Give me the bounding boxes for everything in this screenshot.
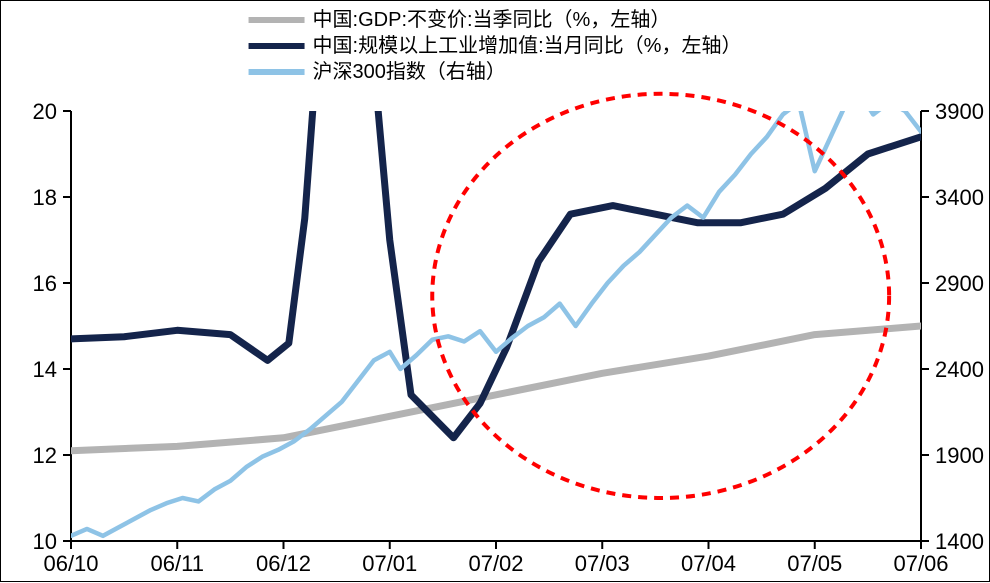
plot-svg: 10121416182014001900240029003400390006/1… [1, 1, 990, 583]
chart-container: 中国:GDP:不变价:当季同比（%，左轴） 中国:规模以上工业增加值:当月同比（… [0, 0, 990, 582]
svg-text:16: 16 [33, 271, 57, 296]
svg-text:1900: 1900 [935, 443, 984, 468]
svg-text:07/06: 07/06 [893, 551, 948, 576]
svg-text:2400: 2400 [935, 357, 984, 382]
svg-text:07/03: 07/03 [575, 551, 630, 576]
svg-text:06/12: 06/12 [256, 551, 311, 576]
svg-text:12: 12 [33, 443, 57, 468]
svg-text:07/05: 07/05 [787, 551, 842, 576]
svg-text:2900: 2900 [935, 271, 984, 296]
svg-text:07/02: 07/02 [468, 551, 523, 576]
svg-text:3400: 3400 [935, 185, 984, 210]
svg-text:3900: 3900 [935, 99, 984, 124]
svg-text:06/11: 06/11 [151, 551, 204, 576]
svg-text:07/04: 07/04 [681, 551, 736, 576]
svg-text:14: 14 [33, 357, 57, 382]
svg-text:20: 20 [33, 99, 57, 124]
svg-text:06/10: 06/10 [43, 551, 98, 576]
svg-text:18: 18 [33, 185, 57, 210]
svg-text:07/01: 07/01 [362, 551, 417, 576]
